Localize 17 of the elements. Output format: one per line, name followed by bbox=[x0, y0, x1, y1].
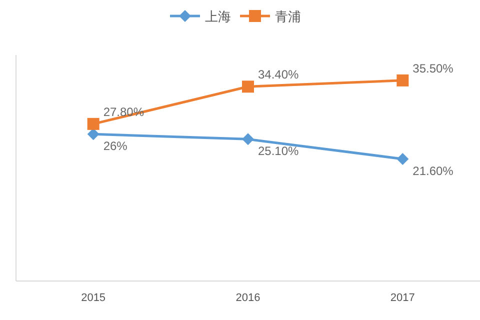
point bbox=[242, 80, 254, 93]
point bbox=[396, 74, 409, 86]
data-label: 26% bbox=[103, 139, 128, 154]
x-tick-label: 2017 bbox=[390, 292, 415, 304]
data-label: 35.50% bbox=[412, 61, 454, 76]
point bbox=[396, 152, 409, 165]
legend-label: 青浦 bbox=[275, 9, 301, 24]
x-tick-label: 2016 bbox=[236, 292, 260, 304]
data-label: 21.60% bbox=[412, 164, 454, 178]
data-label: 25.10% bbox=[258, 144, 300, 158]
data-label: 27.80% bbox=[103, 104, 144, 119]
point bbox=[242, 133, 254, 146]
data-label: 34.40% bbox=[258, 68, 300, 82]
point bbox=[87, 118, 100, 130]
point bbox=[87, 128, 100, 140]
legend-label: 上海 bbox=[205, 9, 231, 24]
x-tick-label: 2015 bbox=[81, 292, 106, 304]
